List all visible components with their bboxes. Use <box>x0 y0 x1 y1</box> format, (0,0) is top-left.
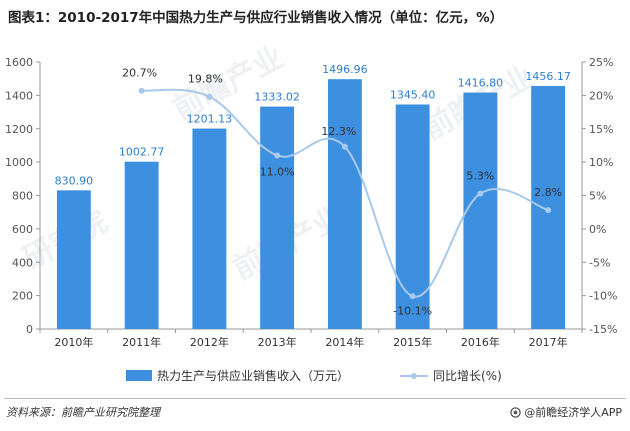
y-right-tick-label: 25% <box>589 56 613 69</box>
y-right-tick-label: -10% <box>589 290 617 303</box>
growth-point <box>206 93 213 100</box>
legend-line-label: 同比增长(%) <box>433 369 502 383</box>
x-tick-label: 2015年 <box>393 335 432 349</box>
bar <box>463 92 498 329</box>
x-tick-label: 2010年 <box>54 335 93 349</box>
bar-value-label: 1416.80 <box>458 77 504 90</box>
legend: 热力生产与供应业销售收入（万元） 同比增长(%) <box>126 368 502 383</box>
y-right-tick-label: -15% <box>589 323 617 336</box>
axes: 0 200 400 600 800 1000 1200 1400 1600 -15% -10% -5%… <box>5 56 617 349</box>
legend-line-marker <box>411 373 417 379</box>
bar-value-label: 1333.02 <box>254 91 300 104</box>
y-right-tick-label: 0% <box>589 223 606 236</box>
growth-value-label: -10.1% <box>393 304 432 317</box>
x-tick-label: 2016年 <box>461 335 500 349</box>
y-left-tick-label: 400 <box>12 256 33 269</box>
y-right-tick-label: 5% <box>589 190 606 203</box>
y-left-tick-label: 1400 <box>5 89 33 102</box>
y-right-tick-label: 10% <box>589 156 613 169</box>
brand-label: @前瞻经济学人APP <box>524 406 622 419</box>
brand: @前瞻经济学人APP <box>510 404 622 420</box>
bar-series: 830.90 1002.77 1201.13 1333.02 1496.96 1345.4… <box>55 63 571 330</box>
growth-value-label: 2.8% <box>534 186 562 199</box>
y-left-tick-label: 800 <box>12 190 33 203</box>
growth-value-label: 20.7% <box>122 67 157 80</box>
chart-title: 图表1：2010-2017年中国热力生产与供应行业销售收入情况（单位：亿元，%） <box>8 10 504 26</box>
growth-point <box>409 293 416 300</box>
x-tick-label: 2012年 <box>190 335 229 349</box>
bar-value-label: 1201.13 <box>187 113 233 126</box>
y-left-tick-label: 1000 <box>5 156 33 169</box>
y-left-tick-label: 600 <box>12 223 33 236</box>
bar <box>395 104 430 329</box>
y-right-tick-label: 20% <box>589 89 613 102</box>
y-left-tick-label: 0 <box>26 323 33 336</box>
y-left-tick-label: 200 <box>12 290 33 303</box>
y-left-tick-label: 1600 <box>5 56 33 69</box>
line-series: 20.7% 19.8% 11.0% 12.3% -10.1% 5.3% 2.8% <box>122 67 562 318</box>
growth-point <box>274 152 281 159</box>
x-tick-label: 2013年 <box>258 335 297 349</box>
legend-bar-label: 热力生产与供应业销售收入（万元） <box>157 368 349 383</box>
growth-value-label: 12.3% <box>321 125 356 138</box>
footer-divider <box>4 398 626 399</box>
x-tick-label: 2014年 <box>325 335 364 349</box>
growth-value-label: 5.3% <box>466 169 494 182</box>
bar-value-label: 1002.77 <box>119 146 165 159</box>
growth-point <box>341 143 348 150</box>
bar <box>56 190 91 329</box>
bar-value-label: 1456.17 <box>525 70 571 83</box>
growth-point <box>138 87 145 94</box>
growth-value-label: 19.8% <box>188 73 223 86</box>
bar <box>192 128 227 329</box>
legend-bar-swatch <box>126 370 152 381</box>
bar <box>260 106 295 330</box>
source-note: 资料来源：前瞻产业研究院整理 <box>6 406 160 419</box>
x-tick-label: 2011年 <box>122 335 161 349</box>
x-tick-label: 2017年 <box>529 335 568 349</box>
bar-value-label: 1345.40 <box>390 88 436 101</box>
qianzhan-logo-icon <box>510 406 521 418</box>
bar-value-label: 830.90 <box>55 174 94 187</box>
bar <box>124 161 159 329</box>
bar <box>327 79 362 330</box>
growth-value-label: 11.0% <box>260 165 295 178</box>
growth-point <box>477 190 484 197</box>
y-right-tick-label: 15% <box>589 123 613 136</box>
chart: 前瞻产业 前瞻产业 前瞻产业 研究院 020040060080010001200… <box>5 40 617 383</box>
bar-value-label: 1496.96 <box>322 63 368 76</box>
y-left-tick-label: 1200 <box>5 123 33 136</box>
y-right-tick-label: -5% <box>589 256 610 269</box>
growth-point <box>545 207 552 214</box>
